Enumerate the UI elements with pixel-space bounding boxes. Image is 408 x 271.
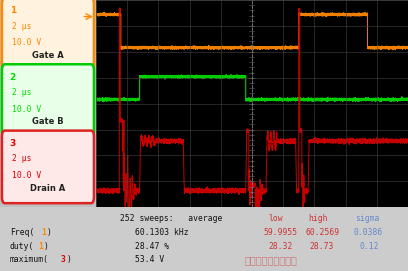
Text: 2 μs: 2 μs [13, 154, 32, 163]
FancyBboxPatch shape [2, 0, 94, 70]
Text: 28.32: 28.32 [268, 242, 293, 251]
Text: 射频和天线设计专家: 射频和天线设计专家 [245, 255, 298, 265]
Text: ): ) [47, 228, 52, 237]
Text: maximum(: maximum( [10, 255, 49, 264]
Text: ): ) [67, 255, 72, 264]
Text: Gate A: Gate A [32, 51, 64, 60]
Text: high: high [308, 214, 328, 223]
Text: 2 μs: 2 μs [13, 88, 32, 97]
Text: sigma: sigma [355, 214, 379, 223]
Text: 10.0 V: 10.0 V [13, 38, 42, 47]
Text: 252 sweeps:   average: 252 sweeps: average [120, 214, 222, 223]
Text: 53.4 V: 53.4 V [135, 255, 164, 264]
Text: 28.73: 28.73 [309, 242, 333, 251]
Text: 59.9955: 59.9955 [264, 228, 298, 237]
FancyBboxPatch shape [2, 131, 94, 203]
Text: 10.0 V: 10.0 V [13, 105, 42, 114]
Text: 1: 1 [9, 6, 16, 15]
Text: 0.0386: 0.0386 [354, 228, 383, 237]
Text: Freq(: Freq( [10, 228, 34, 237]
Text: 3: 3 [61, 255, 66, 264]
Text: 0.12: 0.12 [359, 242, 379, 251]
Text: 3: 3 [9, 139, 16, 148]
Text: Drain A: Drain A [30, 184, 66, 193]
Text: 60.1303 kHz: 60.1303 kHz [135, 228, 188, 237]
Text: 60.2569: 60.2569 [305, 228, 339, 237]
FancyBboxPatch shape [2, 64, 94, 137]
Text: 28.47 %: 28.47 % [135, 242, 169, 251]
Text: ): ) [44, 242, 49, 251]
Text: 10.0 V: 10.0 V [13, 171, 42, 180]
Text: Gate B: Gate B [32, 117, 64, 127]
Text: 2: 2 [9, 73, 16, 82]
Text: 2 μs: 2 μs [13, 22, 32, 31]
Text: low: low [268, 214, 283, 223]
Text: duty(: duty( [10, 242, 34, 251]
Text: 1: 1 [41, 228, 46, 237]
Text: 1: 1 [38, 242, 43, 251]
